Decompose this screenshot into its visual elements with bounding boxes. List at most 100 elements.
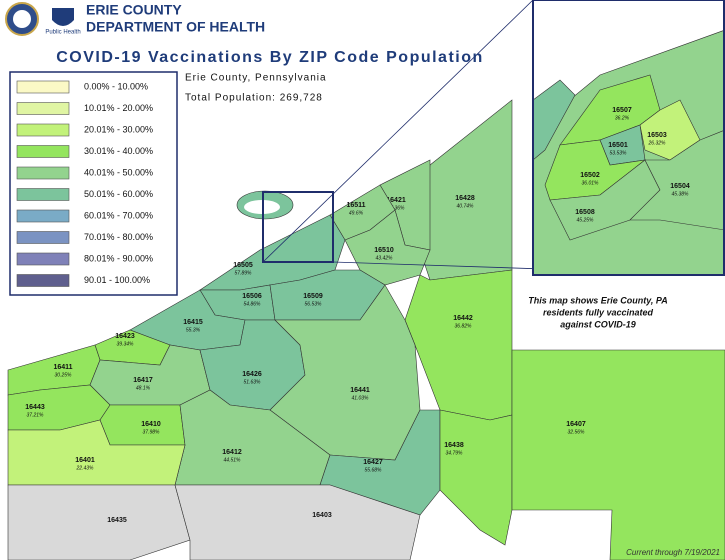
zip-percent: 45.25% bbox=[577, 217, 595, 223]
legend-label: 20.01% - 30.00% bbox=[84, 124, 153, 134]
zip-percent: 22.43% bbox=[76, 465, 95, 471]
zip-code: 16504 bbox=[670, 183, 690, 190]
zip-code: 16407 bbox=[566, 421, 586, 428]
zip-code: 16417 bbox=[133, 377, 153, 384]
note-line: residents fully vaccinated bbox=[543, 307, 654, 317]
zoom-line bbox=[262, 0, 534, 263]
zip-percent: 45.38% bbox=[672, 191, 690, 197]
zip-region bbox=[174, 484, 421, 560]
zip-code: 16403 bbox=[312, 512, 332, 519]
zip-region bbox=[419, 99, 513, 281]
zip-percent: 56.53% bbox=[305, 301, 323, 307]
note-line: This map shows Erie County, PA bbox=[528, 295, 668, 305]
legend-swatch bbox=[16, 188, 70, 201]
zip-percent: 39.34% bbox=[117, 341, 135, 347]
title: COVID-19 Vaccinations By ZIP Code Popula… bbox=[56, 49, 484, 66]
header-bg bbox=[6, 1, 236, 39]
org-name: DEPARTMENT OF HEALTH bbox=[86, 19, 265, 35]
zip-percent: 57.89% bbox=[235, 270, 253, 276]
zip-code: 16441 bbox=[350, 387, 370, 394]
zip-percent: 37.98% bbox=[143, 429, 161, 435]
legend-swatch bbox=[16, 274, 70, 287]
zip-percent: 49.6% bbox=[349, 210, 364, 216]
zip-code: 16509 bbox=[303, 293, 323, 300]
zip-percent: 36.82% bbox=[455, 323, 473, 329]
zip-code: 16442 bbox=[453, 315, 473, 322]
zip-code: 16510 bbox=[374, 247, 394, 254]
zip-code: 16410 bbox=[141, 421, 161, 428]
legend-label: 30.01% - 40.00% bbox=[84, 146, 153, 156]
legend-swatch bbox=[16, 252, 70, 266]
legend-label: 0.00% - 10.00% bbox=[84, 81, 148, 91]
zip-percent: 32.56% bbox=[568, 429, 586, 435]
zip-percent: 40.74% bbox=[457, 203, 475, 209]
zip-code: 16401 bbox=[75, 457, 95, 464]
zip-code: 16435 bbox=[107, 517, 127, 524]
zip-percent: 34.79% bbox=[446, 450, 464, 456]
zip-code: 16427 bbox=[363, 459, 383, 466]
legend-label: 10.01% - 20.00% bbox=[84, 103, 153, 113]
zip-percent: 43.42% bbox=[376, 255, 394, 261]
zip-percent: 44.51% bbox=[224, 457, 242, 463]
seal-center bbox=[13, 10, 31, 28]
zip-percent: 41.03% bbox=[352, 395, 370, 401]
subtitle: Erie County, Pennsylvania bbox=[185, 73, 327, 84]
zip-code: 16415 bbox=[183, 319, 203, 326]
zip-code: 16503 bbox=[647, 132, 667, 139]
zip-code: 16502 bbox=[580, 172, 600, 179]
note-line: against COVID-19 bbox=[560, 319, 636, 329]
legend-swatch bbox=[16, 209, 70, 223]
legend-swatch bbox=[16, 80, 70, 94]
logo-text: Public Health bbox=[45, 30, 80, 36]
zip-code: 16412 bbox=[222, 449, 242, 456]
zip-code: 16506 bbox=[242, 293, 262, 300]
legend-label: 60.01% - 70.00% bbox=[84, 210, 153, 220]
zip-code: 16428 bbox=[455, 195, 475, 202]
legend-swatch bbox=[16, 102, 70, 115]
legend-label: 70.01% - 80.00% bbox=[84, 232, 153, 242]
zip-percent: 48.1% bbox=[136, 385, 151, 391]
zip-percent: 53.53% bbox=[610, 150, 628, 156]
legend-swatch bbox=[16, 123, 70, 137]
zip-percent: 26.32% bbox=[648, 140, 667, 146]
zip-percent: 55.3% bbox=[186, 327, 201, 333]
zoom-box bbox=[262, 191, 334, 263]
population: Total Population: 269,728 bbox=[185, 93, 323, 104]
zip-percent: 55.68% bbox=[365, 467, 383, 473]
zip-code: 16411 bbox=[53, 364, 72, 371]
legend-swatch bbox=[16, 145, 70, 158]
zip-region bbox=[511, 349, 725, 560]
zip-region bbox=[7, 484, 191, 560]
zip-code: 16507 bbox=[612, 107, 632, 114]
zip-code: 16505 bbox=[233, 262, 253, 269]
zip-region bbox=[404, 269, 513, 421]
zip-code: 16423 bbox=[115, 333, 135, 340]
legend-label: 50.01% - 60.00% bbox=[84, 189, 153, 199]
zip-region bbox=[629, 129, 725, 231]
zip-code: 16438 bbox=[444, 442, 464, 449]
zip-percent: 36.01% bbox=[582, 180, 600, 186]
zip-code: 16508 bbox=[575, 209, 595, 216]
zip-code: 16421 bbox=[386, 197, 406, 204]
org-name: ERIE COUNTY bbox=[86, 2, 182, 18]
zip-code: 16426 bbox=[242, 371, 262, 378]
zip-percent: 30.25% bbox=[55, 372, 73, 378]
zip-percent: 51.63% bbox=[244, 379, 262, 385]
zip-code: 16501 bbox=[608, 142, 628, 149]
legend: 0.00% - 10.00% 10.01% - 20.00% 20.01% - 30… bbox=[16, 80, 153, 287]
zip-region bbox=[439, 409, 513, 546]
zip-percent: 37.21% bbox=[27, 412, 45, 418]
legend-label: 40.01% - 50.00% bbox=[84, 167, 153, 177]
legend-label: 90.01 - 100.00% bbox=[84, 275, 150, 285]
zip-percent: 47.36% bbox=[388, 205, 406, 211]
footer: Current through 7/19/2021 bbox=[626, 548, 720, 557]
note: This map shows Erie County, PA residents … bbox=[528, 295, 668, 329]
zip-percent: 54.86% bbox=[244, 301, 262, 307]
zip-code: 16511 bbox=[346, 202, 365, 209]
inset-frame bbox=[532, 0, 725, 276]
health-logo bbox=[52, 8, 74, 26]
